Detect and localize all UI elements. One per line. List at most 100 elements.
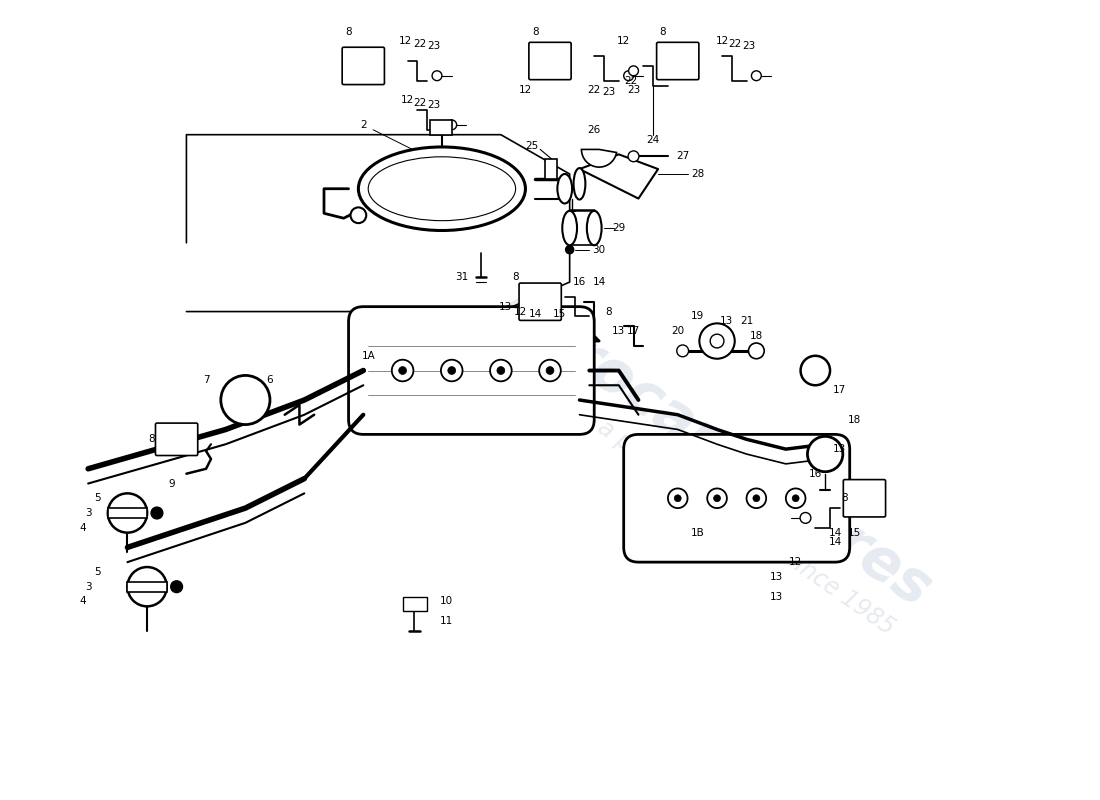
Circle shape — [539, 360, 561, 382]
Text: 3: 3 — [85, 582, 91, 592]
Circle shape — [628, 66, 638, 76]
Text: 8: 8 — [513, 272, 519, 282]
Text: 2: 2 — [360, 120, 366, 130]
Text: 8: 8 — [660, 26, 667, 37]
FancyBboxPatch shape — [155, 423, 198, 455]
Text: 13: 13 — [720, 316, 734, 326]
Text: 11: 11 — [440, 616, 453, 626]
Circle shape — [447, 120, 456, 130]
Circle shape — [674, 495, 681, 502]
Text: 22: 22 — [624, 76, 637, 86]
Circle shape — [807, 436, 843, 472]
Text: 12: 12 — [399, 36, 412, 46]
Text: 16: 16 — [573, 277, 586, 287]
Text: 18: 18 — [848, 414, 861, 425]
Text: 10: 10 — [440, 597, 453, 606]
Circle shape — [792, 495, 799, 502]
Circle shape — [628, 151, 639, 162]
Circle shape — [546, 366, 554, 374]
Circle shape — [432, 71, 442, 81]
Circle shape — [707, 489, 727, 508]
Text: 25: 25 — [526, 142, 539, 151]
Text: 23: 23 — [428, 42, 441, 51]
Text: 13: 13 — [834, 444, 847, 454]
Text: 6: 6 — [266, 375, 273, 386]
Text: 12: 12 — [789, 557, 802, 567]
Bar — [128, 582, 167, 592]
Circle shape — [398, 366, 407, 374]
Circle shape — [751, 71, 761, 81]
Text: 17: 17 — [834, 385, 847, 395]
Circle shape — [565, 246, 573, 254]
Circle shape — [128, 567, 167, 606]
Text: 14: 14 — [828, 538, 842, 547]
Circle shape — [491, 360, 512, 382]
Text: 8: 8 — [148, 434, 155, 444]
Text: 14: 14 — [529, 309, 542, 318]
Text: 8: 8 — [532, 26, 539, 37]
Circle shape — [752, 495, 760, 502]
Circle shape — [700, 323, 735, 358]
Text: 13: 13 — [769, 591, 782, 602]
Text: 20: 20 — [671, 326, 684, 336]
Text: 22: 22 — [728, 39, 741, 50]
Text: 14: 14 — [593, 277, 606, 287]
Circle shape — [714, 495, 720, 502]
Circle shape — [221, 375, 270, 425]
Text: 13: 13 — [769, 572, 782, 582]
Text: 28: 28 — [691, 169, 704, 179]
Text: 12: 12 — [617, 36, 630, 46]
Text: 15: 15 — [848, 528, 861, 538]
Text: 13: 13 — [499, 302, 513, 312]
Circle shape — [800, 513, 811, 523]
Text: a passion for parts since 1985: a passion for parts since 1985 — [594, 415, 900, 640]
Circle shape — [441, 360, 462, 382]
Text: 8: 8 — [606, 306, 613, 317]
Text: 7: 7 — [202, 375, 209, 386]
Text: 12: 12 — [519, 86, 532, 95]
Bar — [108, 508, 147, 518]
Ellipse shape — [562, 211, 578, 246]
FancyBboxPatch shape — [844, 479, 886, 517]
Text: 12: 12 — [400, 95, 414, 106]
Text: 18: 18 — [750, 331, 763, 341]
FancyBboxPatch shape — [349, 306, 594, 434]
Ellipse shape — [573, 168, 585, 199]
Circle shape — [676, 345, 689, 357]
Text: 1A: 1A — [361, 350, 375, 361]
Polygon shape — [363, 322, 580, 420]
Text: 23: 23 — [428, 100, 441, 110]
Circle shape — [170, 581, 183, 593]
Text: 4: 4 — [80, 597, 87, 606]
Text: 23: 23 — [627, 86, 640, 95]
Ellipse shape — [368, 157, 516, 221]
Text: eurocarespares: eurocarespares — [492, 279, 943, 619]
Circle shape — [785, 489, 805, 508]
Circle shape — [624, 71, 634, 81]
Text: 4: 4 — [80, 522, 87, 533]
Text: 9: 9 — [168, 478, 175, 489]
Circle shape — [668, 489, 688, 508]
Text: 21: 21 — [740, 316, 754, 326]
Text: 8: 8 — [842, 494, 848, 503]
Text: 5: 5 — [95, 494, 101, 503]
Circle shape — [108, 494, 147, 533]
FancyBboxPatch shape — [519, 283, 561, 321]
Text: 17: 17 — [627, 326, 640, 336]
FancyBboxPatch shape — [529, 42, 571, 80]
Circle shape — [448, 366, 455, 374]
Text: 22: 22 — [414, 98, 427, 108]
FancyBboxPatch shape — [342, 47, 384, 85]
Text: 3: 3 — [85, 508, 91, 518]
Text: 27: 27 — [676, 151, 690, 162]
Bar — [546, 159, 557, 179]
Circle shape — [747, 489, 767, 508]
Text: 16: 16 — [808, 469, 822, 478]
Text: 29: 29 — [613, 223, 626, 233]
Text: 26: 26 — [587, 125, 601, 134]
Circle shape — [392, 360, 414, 382]
Text: 22: 22 — [587, 86, 601, 95]
Circle shape — [801, 356, 830, 386]
Ellipse shape — [558, 174, 572, 203]
Text: 30: 30 — [593, 245, 606, 254]
